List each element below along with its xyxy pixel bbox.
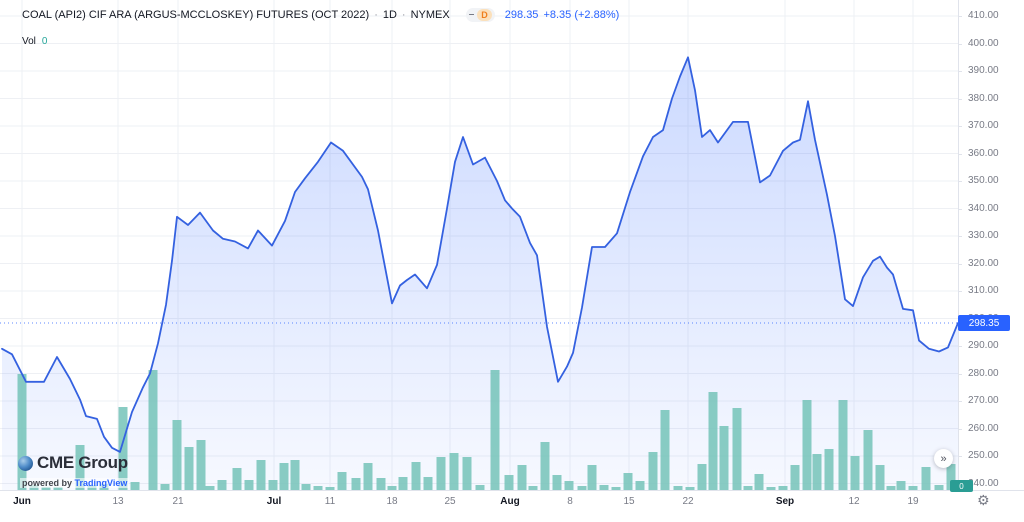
chart-legend: COAL (API2) CIF ARA (ARGUS-MCCLOSKEY) FU… <box>22 8 619 47</box>
time-axis-label: Jun <box>13 496 31 507</box>
series-visibility-marker[interactable]: – D <box>465 8 495 22</box>
time-axis-label: 13 <box>112 496 124 507</box>
price-axis-tick <box>958 456 962 457</box>
price-area-fill <box>2 57 958 490</box>
current-price-badge: 298.35 <box>958 315 1010 332</box>
daily-interval-badge: D <box>477 9 492 21</box>
minimize-icon: – <box>468 9 475 20</box>
price-change: +8.35 (+2.88%) <box>543 9 620 21</box>
tradingview-attribution[interactable]: powered by TradingView <box>20 478 130 488</box>
separator-dot: · <box>401 9 406 21</box>
price-axis-tick <box>958 291 962 292</box>
interval-label: 1D <box>382 9 397 21</box>
price-axis-label: 280.00 <box>968 367 999 379</box>
cme-group-logo[interactable]: CME Group <box>18 453 128 473</box>
volume-bars <box>17 370 956 490</box>
cme-group-logo-text: CME Group <box>37 453 128 472</box>
axis-divider-horizontal <box>0 490 1024 491</box>
chevron-right-icon: » <box>940 452 947 465</box>
price-axis-tick <box>958 181 962 182</box>
price-axis-tick <box>958 263 962 265</box>
globe-icon <box>18 455 33 471</box>
time-axis-label: Jul <box>266 496 282 507</box>
price-axis-label: 400.00 <box>968 37 999 49</box>
tradingview-link[interactable]: TradingView <box>74 478 128 488</box>
time-axis-label: Aug <box>500 496 520 507</box>
time-axis-label: 11 <box>324 496 336 507</box>
price-axis-tick <box>958 346 962 347</box>
time-axis[interactable]: Jun 13 21 Jul 11 18 25 Aug 8 15 22 Sep 12 19 <box>0 490 1024 522</box>
price-axis-tick <box>958 126 962 127</box>
price-axis-label: 350.00 <box>968 175 999 186</box>
price-axis-label: 250.00 <box>968 450 999 461</box>
separator-dot: · <box>374 9 378 21</box>
price-axis-label: 260.00 <box>968 422 999 434</box>
time-axis-label: 18 <box>386 496 398 507</box>
time-axis-label: 12 <box>848 496 860 507</box>
time-axis-label: 19 <box>907 496 919 507</box>
volume-value: 0 <box>41 36 48 47</box>
time-axis-label: 8 <box>567 496 573 507</box>
price-axis-tick <box>958 373 962 375</box>
price-axis-label: 330.00 <box>968 230 999 241</box>
price-axis-label: 320.00 <box>968 257 999 269</box>
symbol-title: COAL (API2) CIF ARA (ARGUS-MCCLOSKEY) FU… <box>22 9 370 21</box>
price-axis-label: 380.00 <box>968 92 999 104</box>
price-axis-tick <box>958 401 962 402</box>
volume-label: Vol <box>22 36 36 47</box>
price-axis-label: 340.00 <box>968 202 999 214</box>
settings-gear-icon[interactable]: ⚙ <box>977 492 990 508</box>
current-volume-badge: 0 <box>950 480 973 492</box>
price-axis-tick <box>958 71 962 72</box>
price-axis-tick <box>958 16 962 17</box>
price-axis-label: 410.00 <box>968 10 999 21</box>
price-axis-label: 290.00 <box>968 340 999 351</box>
price-axis-tick <box>958 153 962 155</box>
price-axis-label: 270.00 <box>968 395 999 406</box>
price-axis-label: 360.00 <box>968 147 999 159</box>
price-line <box>1 56 958 453</box>
price-axis-tick <box>958 208 962 210</box>
powered-by-text: powered by <box>22 478 73 488</box>
price-axis-label: 240.00 <box>968 477 999 489</box>
price-axis[interactable]: 410.00 400.00 390.00 380.00 370.00 360.00 350.… <box>958 0 1024 490</box>
time-axis-label: 21 <box>172 496 184 507</box>
time-axis-label: 15 <box>623 496 635 507</box>
price-axis-label: 310.00 <box>968 285 999 296</box>
time-axis-label: Sep <box>775 496 795 507</box>
price-axis-tick <box>958 43 962 45</box>
volume-legend-row: Vol 0 <box>22 36 619 47</box>
last-price: 298.35 <box>504 9 539 21</box>
price-axis-label: 370.00 <box>968 120 999 131</box>
time-axis-label: 22 <box>682 496 694 507</box>
collapse-axis-button[interactable]: » <box>934 449 953 468</box>
exchange-label: NYMEX <box>410 9 450 21</box>
price-axis-label: 390.00 <box>968 65 999 76</box>
axis-divider-vertical <box>958 0 959 490</box>
price-axis-tick <box>958 428 962 430</box>
price-chart-canvas[interactable] <box>0 0 958 490</box>
price-axis-tick <box>958 236 962 237</box>
legend-title-row: COAL (API2) CIF ARA (ARGUS-MCCLOSKEY) FU… <box>22 8 619 22</box>
price-axis-tick <box>958 98 962 100</box>
time-axis-label: 25 <box>444 496 456 507</box>
